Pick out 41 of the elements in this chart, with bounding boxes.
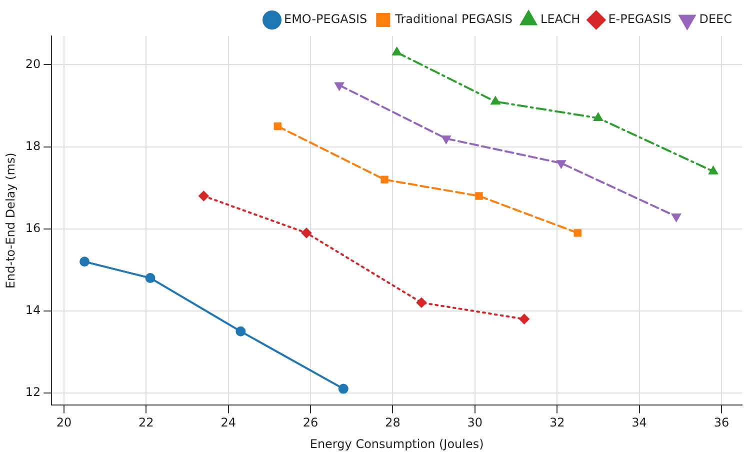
point — [236, 326, 246, 336]
y-tick-label: 12 — [25, 385, 41, 400]
point — [556, 160, 566, 168]
point — [594, 113, 603, 122]
legend-label: E-PEGASIS — [608, 12, 672, 26]
x-tick-label: 20 — [56, 416, 72, 430]
legend-label: EMO-PEGASIS — [284, 12, 368, 26]
point — [380, 176, 388, 184]
y-tick-label: 20 — [25, 56, 41, 71]
point — [274, 122, 282, 130]
point — [672, 214, 681, 222]
point — [574, 229, 582, 237]
point — [198, 190, 209, 201]
point — [338, 384, 348, 394]
y-tick-label: 16 — [25, 220, 41, 235]
x-tick-label: 34 — [632, 416, 647, 430]
point — [301, 228, 312, 238]
legend-label: DEEC — [699, 12, 732, 26]
y-axis-title: End-to-End Delay (ms) — [3, 152, 18, 289]
point — [519, 314, 530, 324]
point — [334, 82, 344, 90]
x-tick-label: 32 — [549, 416, 565, 430]
x-tick-label: 22 — [138, 416, 154, 430]
x-tick-label: 30 — [467, 416, 483, 430]
legend-label: LEACH — [540, 12, 580, 26]
legend-label: Traditional PEGASIS — [394, 12, 513, 26]
point — [475, 192, 483, 200]
point — [490, 96, 500, 105]
x-tick-label: 36 — [714, 416, 730, 430]
x-tick-label: 24 — [220, 416, 236, 430]
point — [145, 273, 156, 284]
point — [708, 166, 718, 174]
x-axis-title: Energy Consumption (Joules) — [310, 436, 484, 451]
y-tick-label: 14 — [25, 302, 41, 317]
point — [392, 47, 402, 56]
point — [80, 256, 90, 267]
point — [442, 136, 451, 144]
x-tick-label: 26 — [302, 416, 318, 430]
y-tick-label: 18 — [25, 138, 41, 153]
x-tick-label: 28 — [385, 416, 400, 430]
point — [416, 298, 426, 308]
